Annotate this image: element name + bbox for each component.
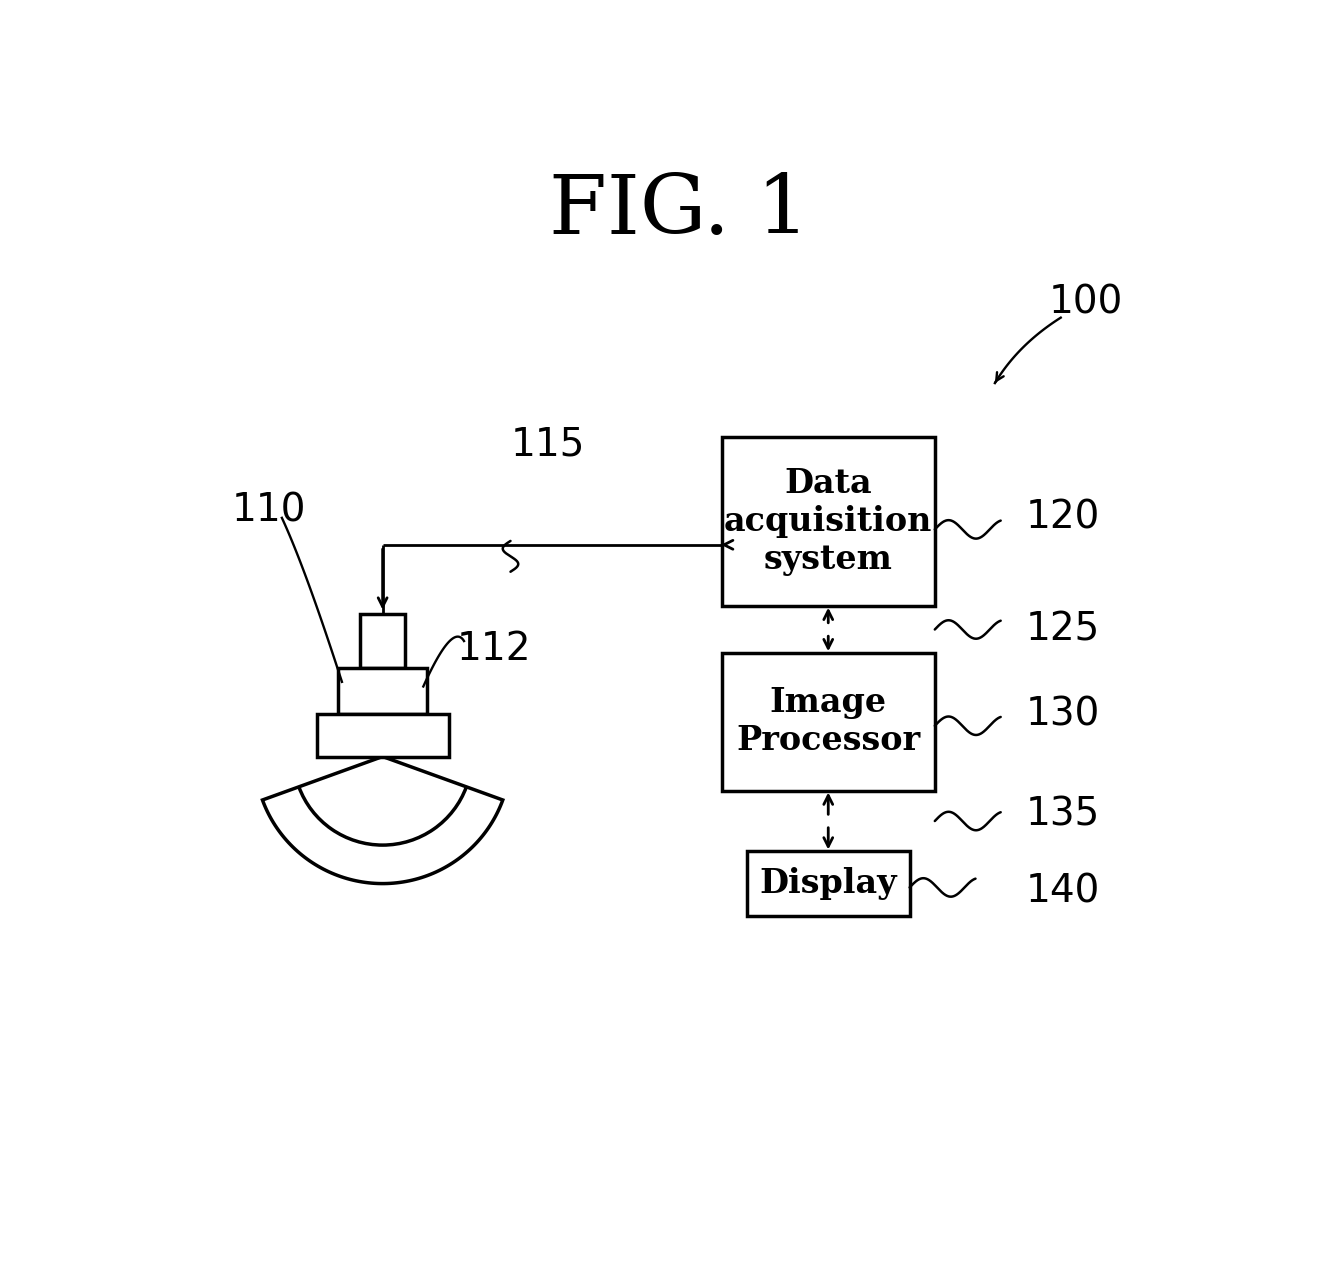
Text: Image
Processor: Image Processor [737,686,921,758]
Text: 120: 120 [1026,499,1100,537]
Text: 135: 135 [1026,796,1100,834]
Text: 115: 115 [510,426,584,464]
Text: 100: 100 [1049,284,1124,322]
Text: FIG. 1: FIG. 1 [549,171,810,251]
Bar [338,668,427,714]
Text: 110: 110 [232,492,306,530]
Text: 130: 130 [1026,695,1100,733]
Bar [317,714,448,757]
Bar [360,614,405,668]
Bar [722,653,935,791]
Text: Data
acquisition
system: Data acquisition system [723,467,933,576]
Bar [722,438,935,607]
Text: 112: 112 [456,630,531,668]
Text: Display: Display [759,868,897,900]
Text: 140: 140 [1026,873,1100,910]
Text: 125: 125 [1026,610,1100,648]
Polygon shape [262,757,502,884]
Bar [747,851,910,917]
